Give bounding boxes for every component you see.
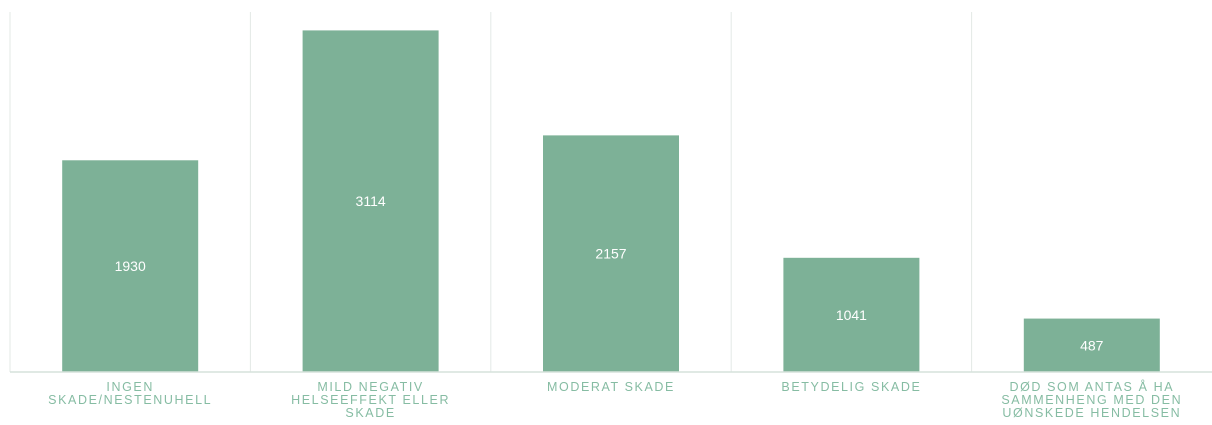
bar [783,257,920,372]
bar [62,160,199,372]
category-label-line: INGEN [106,380,154,394]
category-label: INGEN SKADE/NESTENUHELL [48,380,212,407]
bar [302,30,439,373]
column-dividers [9,12,973,372]
category-label-line: SAMMENHENG MED DEN [1001,393,1182,407]
bar [543,135,679,372]
category-label: BETYDELIG SKADE [781,380,921,394]
category-label-line: MODERAT SKADE [547,380,675,394]
bar-value-labels: 1930 3114 2157 1041 487 [115,193,1104,353]
category-label-line: SKADE/NESTENUHELL [48,393,212,407]
category-label: DØD SOM ANTAS Å HA SAMMENHENG MED DEN UØNS… [1001,379,1182,420]
bar-value-label: 3114 [356,193,386,209]
category-label-line: HELSEEFFEKT ELLER [291,393,450,407]
bars [62,30,1160,373]
bar-value-label: 2157 [595,246,626,262]
bar [1023,318,1160,372]
bar-value-label: 487 [1080,337,1104,353]
category-label-line: SKADE [345,406,395,420]
category-label-line: DØD SOM ANTAS Å HA [1009,379,1174,394]
bar-value-label: 1041 [836,307,867,323]
category-label-line: BETYDELIG SKADE [781,380,921,394]
category-label-line: UØNSKEDE HENDELSEN [1002,406,1181,420]
category-label: MILD NEGATIV HELSEEFFEKT ELLER SKADE [291,380,450,420]
category-label-line: MILD NEGATIV [317,380,423,394]
category-label: MODERAT SKADE [547,380,675,394]
category-labels: INGEN SKADE/NESTENUHELL MILD NEGATIV HELSEE… [48,379,1182,420]
bar-value-label: 1930 [115,258,146,274]
